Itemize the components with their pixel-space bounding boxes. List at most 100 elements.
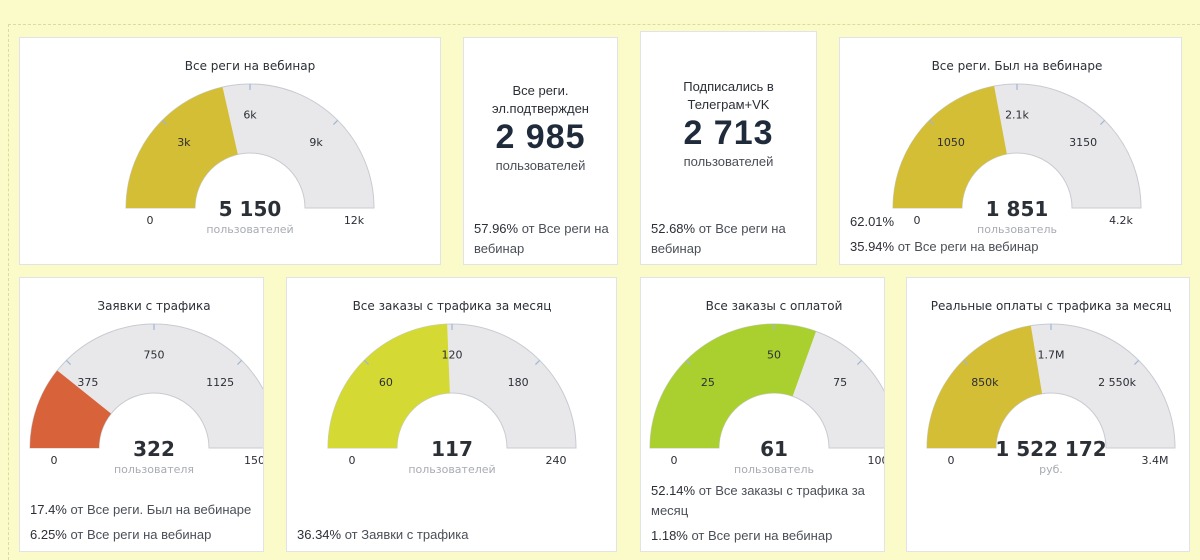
comparison-text: от Все реги на вебинар: [894, 239, 1039, 254]
gauge-value: 5 150: [219, 197, 282, 221]
gauge-fill: [126, 87, 238, 208]
gauge-tick-label: 0: [349, 454, 356, 467]
comparison-line: 36.34% от Заявки с трафика: [297, 525, 469, 545]
comparison-text: от Все реги на: [518, 221, 609, 236]
comparison-line: 6.25% от Все реги на вебинар: [30, 525, 211, 545]
gauge-unit: руб.: [1039, 463, 1063, 476]
gauge-unit: пользователь: [977, 223, 1057, 236]
gauge-fill: [927, 325, 1043, 448]
widget-paid-orders[interactable]: Все заказы с оплатой 0 25 50 75 100 61 п…: [640, 277, 885, 552]
gauge-tick-label: 2 550k: [1098, 376, 1136, 389]
gauge-tick-label: 50: [767, 349, 781, 362]
comparison-text: от Все реги. Был на вебинаре: [66, 502, 252, 517]
comparison-text: от Заявки с трафика: [341, 527, 469, 542]
gauge-tick-label: 6k: [243, 109, 257, 122]
widget-title: Все реги. Был на вебинаре: [932, 59, 1103, 73]
comparison-text: от Все заказы с трафика за: [695, 483, 865, 498]
comparison-text: от Все реги на вебинар: [66, 527, 212, 542]
gauge-tick-label: 850k: [971, 376, 999, 389]
gauge-tick-label: 240: [546, 454, 567, 467]
comparison-line: 1.18% от Все реги на вебинар: [651, 526, 832, 546]
gauge-tick-mark: [333, 119, 339, 125]
widget-title: Все заказы с трафика за месяц: [353, 299, 552, 313]
widget-value: 2 713: [683, 114, 774, 152]
gauge-traffic-orders-month: Все заказы с трафика за месяц 0 60 120 1…: [327, 299, 577, 476]
gauge-tick-label: 2.1k: [1005, 109, 1029, 122]
gauge-tick-label: 9k: [309, 136, 323, 149]
comparison-line: 17.4% от Все реги. Был на вебинаре: [30, 500, 251, 520]
gauge-all-registrations: Все реги на вебинар 0 3k 6k 9k 12k 5 150…: [125, 59, 375, 236]
gauge-tick-mark: [237, 359, 243, 365]
comparison-line: 52.68% от Все реги на вебинар: [651, 219, 786, 259]
gauge-tick-label: 1125: [206, 376, 234, 389]
grid-guide-top: [8, 24, 1200, 25]
gauge-tick-marks: [65, 324, 243, 365]
gauge-tick-label: 1.7M: [1038, 349, 1065, 362]
widget-attended-webinar[interactable]: Все реги. Был на вебинаре 0 1050 2.1k 31…: [839, 37, 1182, 265]
widget-title: Заявки с трафика: [97, 299, 210, 313]
gauge-traffic-applications: Заявки с трафика 0 375 750 1125 1500 322…: [29, 299, 264, 476]
gauge-fill: [893, 86, 1007, 208]
gauge-tick-label: 3150: [1069, 136, 1097, 149]
gauge-tick-marks: [161, 84, 339, 125]
gauge-fill: [328, 324, 450, 448]
widget-traffic-applications[interactable]: Заявки с трафика 0 375 750 1125 1500 322…: [19, 277, 264, 552]
gauge-tick-label: 0: [147, 214, 154, 227]
gauge-value: 322: [133, 437, 175, 461]
gauge-tick-mark: [161, 119, 167, 125]
widget-label: Подписались в Телеграм+VK: [683, 79, 774, 112]
widget-real-payments-month[interactable]: Реальные оплаты с трафика за месяц 0 850…: [906, 277, 1190, 552]
comparison-line: 35.94% от Все реги на вебинар: [850, 237, 1039, 257]
gauge-unit: пользователей: [206, 223, 293, 236]
widget-unit: пользователей: [495, 158, 586, 173]
gauge-attended-webinar: Все реги. Был на вебинаре 0 1050 2.1k 31…: [892, 59, 1142, 236]
gauge-paid-orders: Все заказы с оплатой 0 25 50 75 100 61 п…: [649, 299, 884, 476]
comparison-percent: 6.25%: [30, 527, 67, 542]
gauge-unit: пользователей: [408, 463, 495, 476]
widget-title: Все реги на вебинар: [185, 59, 315, 73]
gauge-tick-label: 4.2k: [1109, 214, 1133, 227]
comparison-percent: 17.4%: [30, 502, 67, 517]
comparison-text: от Все реги на: [695, 221, 786, 236]
gauge-tick-mark: [363, 359, 369, 365]
gauge-tick-label: 0: [914, 214, 921, 227]
comparison-percent: 35.94%: [850, 239, 895, 254]
comparison-percent: 52.68%: [651, 221, 696, 236]
widget-all-registrations[interactable]: Все реги на вебинар 0 3k 6k 9k 12k 5 150…: [19, 37, 441, 265]
comparison-percent: 36.34%: [297, 527, 342, 542]
gauge-value: 1 851: [986, 197, 1049, 221]
gauge-tick-label: 750: [144, 349, 165, 362]
gauge-tick-label: 3k: [177, 136, 191, 149]
gauge-tick-label: 180: [508, 376, 529, 389]
gauge-unit: пользователя: [114, 463, 194, 476]
gauge-value: 61: [760, 437, 788, 461]
widget-title: Все заказы с оплатой: [706, 299, 843, 313]
gauge-tick-mark: [535, 359, 541, 365]
gauge-tick-label: 1500: [244, 454, 264, 467]
gauge-tick-label: 60: [379, 376, 393, 389]
gauge-value: 117: [431, 437, 473, 461]
comparison-percent: 1.18%: [651, 528, 688, 543]
gauge-real-payments-month: Реальные оплаты с трафика за месяц 0 850…: [926, 299, 1176, 476]
comparison-text-wrap: вебинар: [651, 241, 702, 256]
gauge-tick-mark: [1134, 359, 1140, 365]
gauge-tick-label: 3.4M: [1142, 454, 1169, 467]
gauge-tick-label: 1050: [937, 136, 965, 149]
widget-telegram-vk[interactable]: Подписались в Телеграм+VK 2 713 пользова…: [640, 31, 817, 265]
comparison-percent: 57.96%: [474, 221, 519, 236]
comparison-line: 57.96% от Все реги на вебинар: [474, 219, 609, 259]
gauge-fill: [650, 324, 817, 448]
gauge-tick-label: 0: [51, 454, 58, 467]
gauge-tick-mark: [65, 359, 71, 365]
gauge-tick-label: 25: [701, 376, 715, 389]
comparison-percent: 62.01%: [850, 214, 895, 229]
gauge-value: 1 522 172: [995, 437, 1106, 461]
gauge-tick-marks: [962, 324, 1140, 365]
widget-value: 2 985: [495, 118, 586, 156]
widget-traffic-orders-month[interactable]: Все заказы с трафика за месяц 0 60 120 1…: [286, 277, 617, 552]
widget-email-confirmed[interactable]: Все реги. эл.подтвержден 2 985 пользоват…: [463, 37, 618, 265]
widget-title: Реальные оплаты с трафика за месяц: [931, 299, 1172, 313]
gauge-tick-mark: [685, 359, 691, 365]
grid-guide-left: [8, 24, 9, 560]
comparison-line: 62.01%: [850, 212, 894, 232]
